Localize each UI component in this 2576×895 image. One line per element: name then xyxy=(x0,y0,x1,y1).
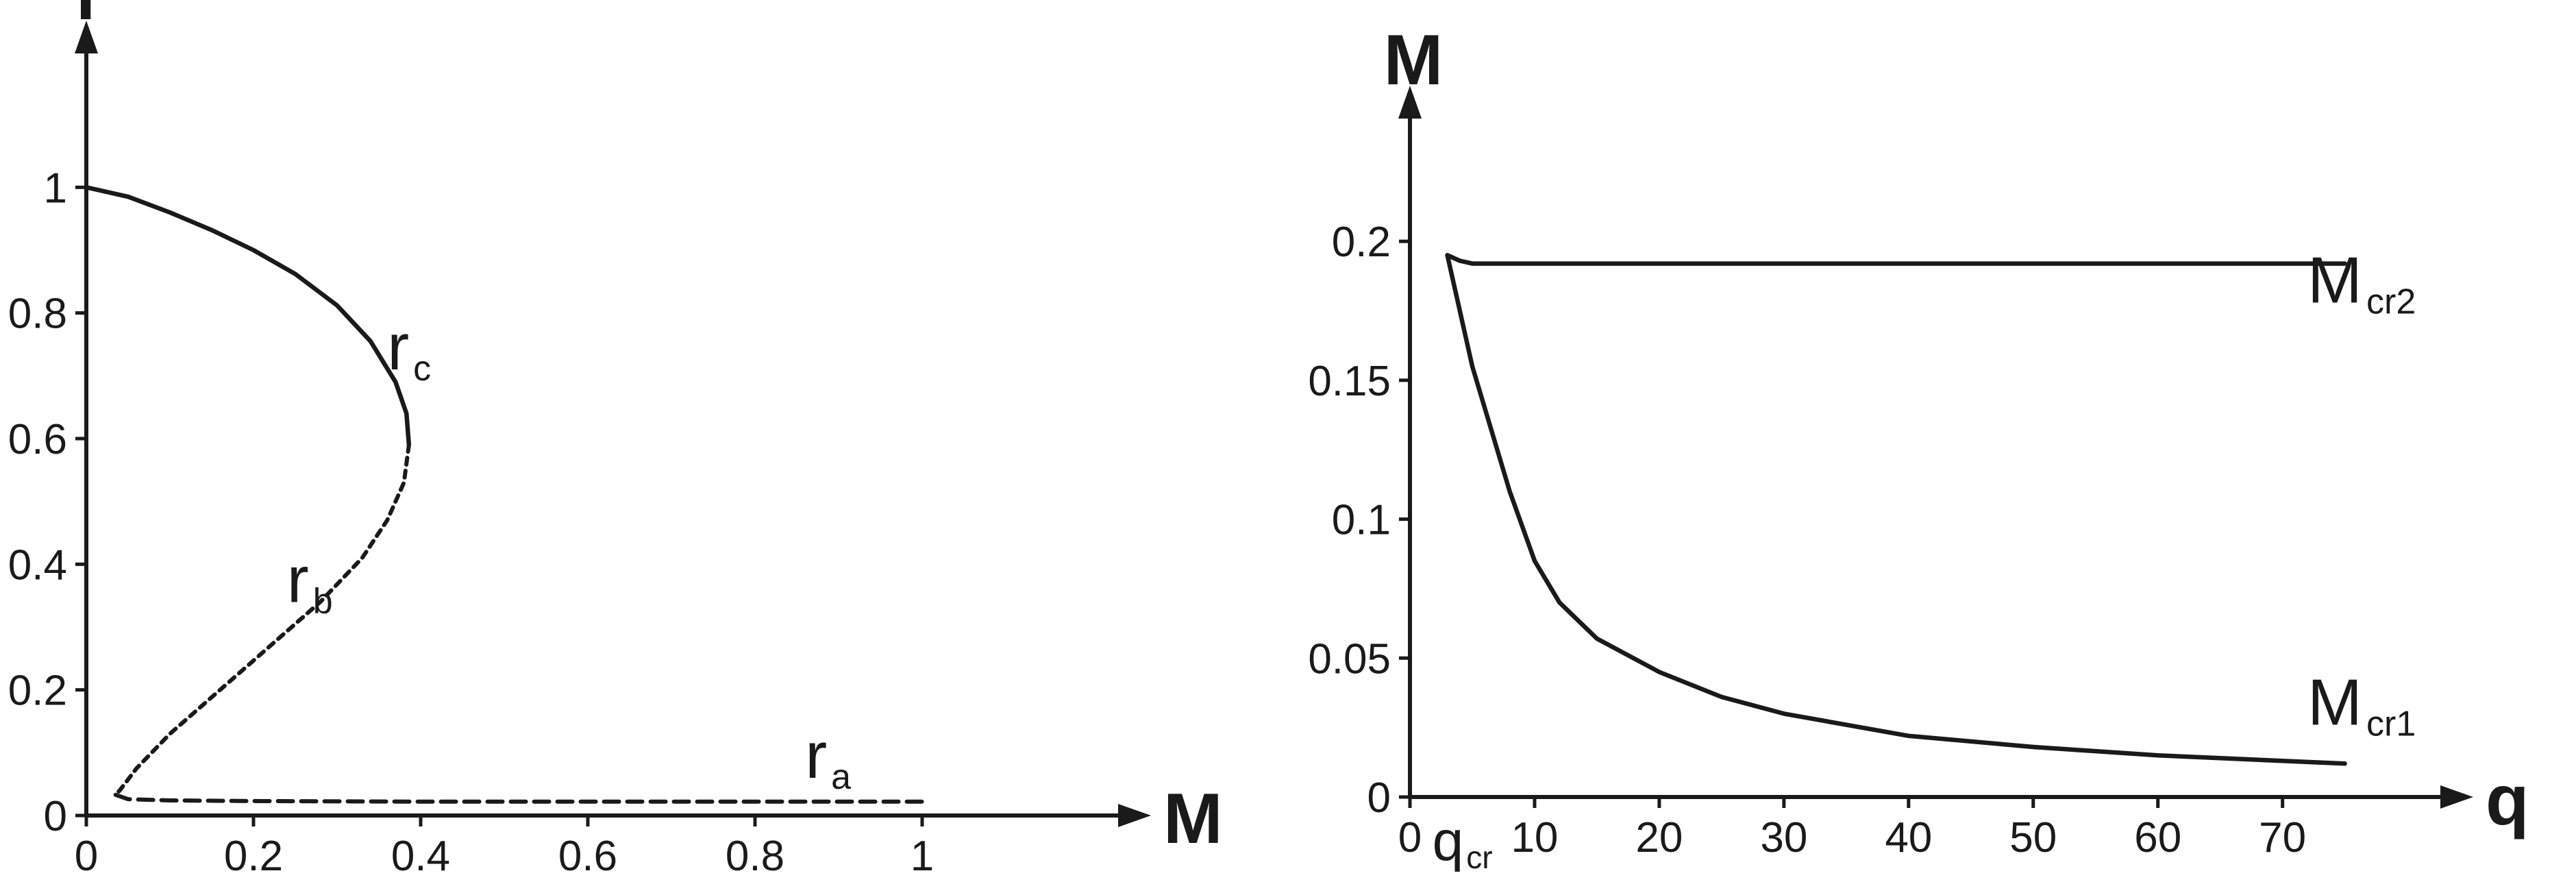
y-axis-title: M xyxy=(1384,21,1444,100)
series-line-r-c xyxy=(84,185,412,448)
x-tick-label: 10 xyxy=(1511,814,1558,861)
series-line-r-a xyxy=(113,792,924,804)
x-tick-label: 0.2 xyxy=(224,833,283,880)
y-tick-label: 1 xyxy=(44,164,67,212)
x-tick-label: 1 xyxy=(911,833,934,880)
x-tick-label: 0.4 xyxy=(391,833,450,880)
x-axis-title: q xyxy=(2486,761,2529,840)
x-tick-label: 0.8 xyxy=(726,833,784,880)
y-axis-arrowhead xyxy=(75,21,98,53)
x-tick-label: 0.6 xyxy=(558,833,617,880)
series-line-m-cr1 xyxy=(1445,253,2347,766)
y-tick-label: 0.1 xyxy=(1332,497,1391,544)
x-tick-label: 0 xyxy=(1398,814,1422,861)
x-marker-label: qcr xyxy=(1433,810,1493,875)
y-axis-title: r xyxy=(76,0,103,35)
x-tick-label: 50 xyxy=(2009,814,2057,861)
y-tick-label: 0.8 xyxy=(8,291,67,338)
x-tick-label: 70 xyxy=(2259,814,2306,861)
y-tick-label: 0.6 xyxy=(8,416,67,463)
x-axis-title: M xyxy=(1163,779,1223,859)
series-line-m-cr2 xyxy=(1445,253,2347,266)
x-axis-arrowhead xyxy=(2440,785,2473,809)
y-tick-label: 0.15 xyxy=(1308,358,1391,405)
y-tick-label: 0 xyxy=(1367,774,1391,822)
y-tick-label: 0.2 xyxy=(1332,219,1391,266)
y-axis-arrowhead xyxy=(1398,86,1422,119)
x-axis-arrowhead xyxy=(1118,804,1151,827)
y-tick-label: 0.4 xyxy=(8,541,67,589)
y-tick-label: 0.05 xyxy=(1308,635,1391,683)
y-tick-label: 0.2 xyxy=(8,667,67,715)
y-tick-label: 0 xyxy=(44,793,67,840)
x-tick-label: 30 xyxy=(1760,814,1807,861)
x-tick-label: 60 xyxy=(2134,814,2181,861)
x-tick-label: 20 xyxy=(1635,814,1683,861)
series-line-r-b xyxy=(113,443,411,797)
x-tick-label: 40 xyxy=(1885,814,1932,861)
x-tick-label: 0 xyxy=(75,833,98,880)
